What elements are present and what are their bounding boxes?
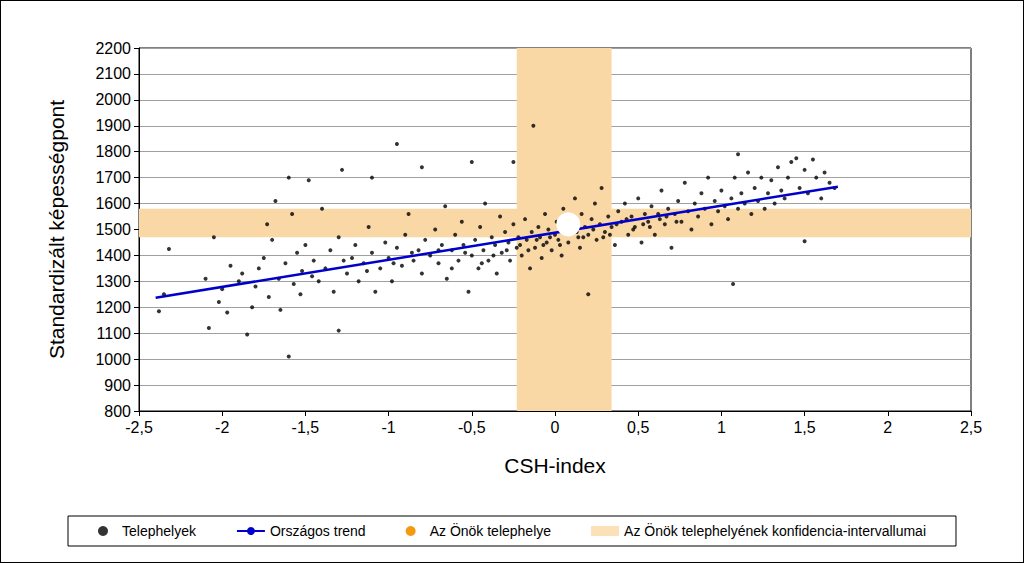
svg-text:0: 0	[551, 419, 560, 436]
svg-text:2100: 2100	[95, 65, 131, 82]
svg-text:900: 900	[104, 377, 131, 394]
svg-text:2000: 2000	[95, 91, 131, 108]
svg-text:1600: 1600	[95, 195, 131, 212]
svg-text:CSH-index: CSH-index	[504, 454, 606, 477]
svg-text:2200: 2200	[95, 40, 131, 57]
svg-text:Országos trend: Országos trend	[270, 523, 366, 539]
svg-text:1400: 1400	[95, 247, 131, 264]
svg-text:-0,5: -0,5	[458, 419, 486, 436]
svg-text:1000: 1000	[95, 351, 131, 368]
svg-text:1800: 1800	[95, 143, 131, 160]
svg-text:800: 800	[104, 403, 131, 420]
svg-text:Telephelyek: Telephelyek	[122, 523, 197, 539]
svg-text:1300: 1300	[95, 273, 131, 290]
svg-text:2: 2	[883, 419, 892, 436]
svg-text:1500: 1500	[95, 221, 131, 238]
svg-text:2,5: 2,5	[960, 419, 982, 436]
svg-text:1900: 1900	[95, 117, 131, 134]
svg-text:1100: 1100	[97, 325, 132, 342]
svg-text:1,5: 1,5	[793, 419, 815, 436]
svg-text:-1,5: -1,5	[292, 419, 320, 436]
svg-text:-1: -1	[381, 419, 395, 436]
svg-text:Az Önök telephelyének konfiden: Az Önök telephelyének konfidencia-interv…	[624, 522, 926, 539]
svg-text:1: 1	[717, 419, 726, 436]
svg-text:0,5: 0,5	[627, 419, 649, 436]
svg-text:1200: 1200	[95, 299, 131, 316]
svg-text:Az Önök telephelye: Az Önök telephelye	[430, 522, 552, 539]
svg-text:1700: 1700	[95, 169, 131, 186]
svg-text:-2: -2	[215, 419, 229, 436]
svg-text:-2,5: -2,5	[125, 419, 153, 436]
svg-text:Standardizált képességpont: Standardizált képességpont	[45, 100, 68, 359]
